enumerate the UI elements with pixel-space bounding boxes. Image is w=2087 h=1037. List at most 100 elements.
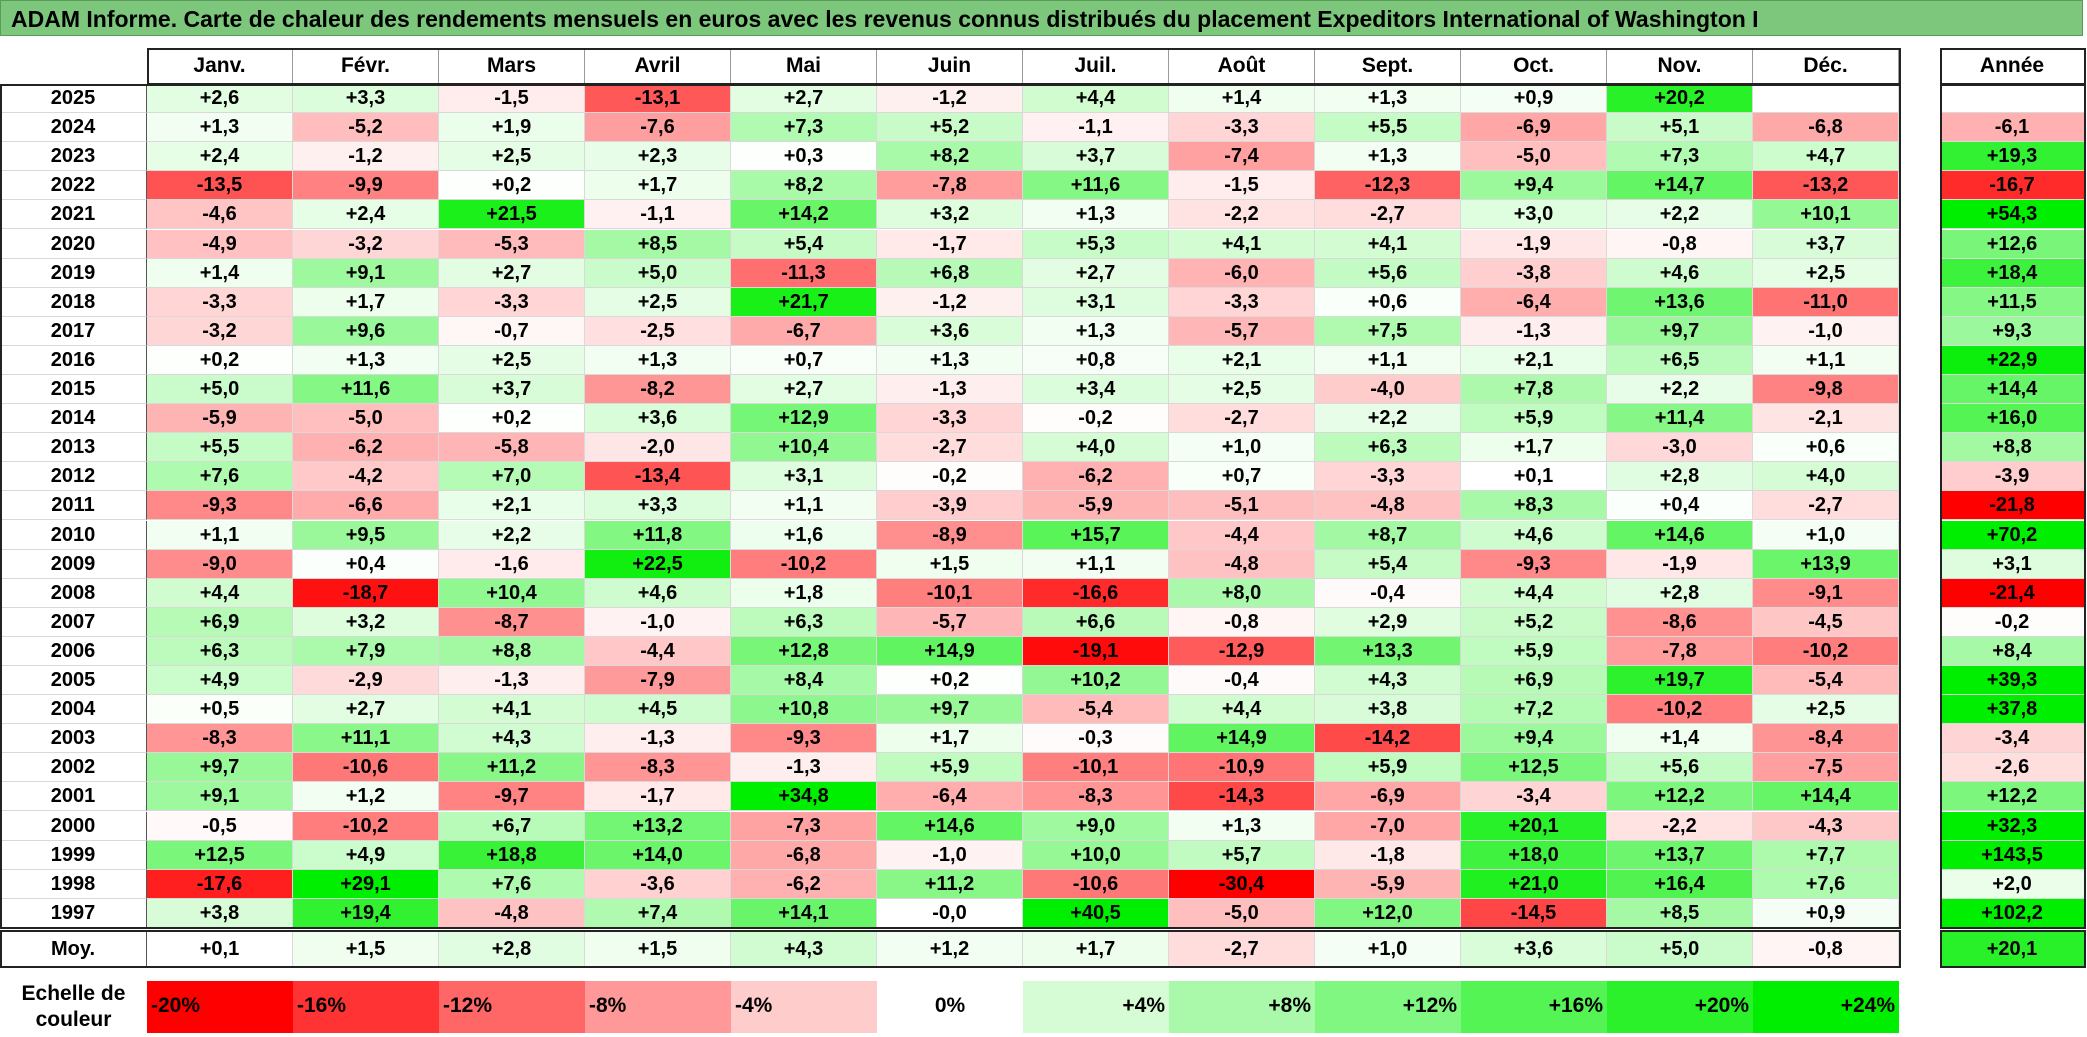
heatmap-cell: +5,1: [1607, 113, 1753, 143]
heatmap-cell: -1,3: [439, 666, 585, 696]
heatmap-cell: -7,6: [585, 113, 731, 143]
heatmap-cell: +9,6: [293, 316, 439, 346]
year-label: 2004: [0, 695, 147, 725]
heatmap-cell: +0,9: [1753, 898, 1899, 928]
heatmap-cell: +1,7: [585, 171, 731, 201]
heatmap-cell: -11,3: [731, 258, 877, 288]
heatmap-cell: -1,3: [1461, 316, 1607, 346]
year-label: 2020: [0, 229, 147, 259]
heatmap-cell: +2,1: [439, 491, 585, 521]
heatmap-cell: +3,7: [1753, 229, 1899, 259]
heatmap-cell: -4,4: [1169, 520, 1315, 550]
heatmap-cell: +2,7: [1023, 258, 1169, 288]
heatmap-cell: +4,5: [585, 695, 731, 725]
heatmap-cell: +2,1: [1169, 345, 1315, 375]
heatmap-cell: +12,5: [1461, 753, 1607, 783]
month-header: Avril: [585, 48, 731, 84]
heatmap-cell: +10,2: [1023, 666, 1169, 696]
heatmap-cell: +1,2: [293, 782, 439, 812]
heatmap-cell: -1,3: [585, 724, 731, 754]
heatmap-cell: -30,4: [1169, 869, 1315, 899]
year-label: 1997: [0, 898, 147, 928]
annual-cell: +102,2: [1940, 898, 2085, 928]
heatmap-cell: -6,7: [731, 316, 877, 346]
heatmap-cell: -7,8: [1607, 636, 1753, 666]
year-label: 2017: [0, 316, 147, 346]
heatmap-cell: -17,6: [147, 869, 293, 899]
heatmap-cell: -10,6: [293, 753, 439, 783]
heatmap-cell: +14,1: [731, 898, 877, 928]
heatmap-cell: -7,4: [1169, 142, 1315, 172]
annual-cell: +32,3: [1940, 811, 2085, 841]
heatmap-cell: +2,7: [731, 375, 877, 405]
heatmap-cell: +11,1: [293, 724, 439, 754]
heatmap-cell: -1,0: [585, 607, 731, 637]
heatmap-cell: +13,2: [585, 811, 731, 841]
month-header: Nov.: [1607, 48, 1753, 84]
annual-cell: +12,2: [1940, 782, 2085, 812]
heatmap-cell: -1,7: [585, 782, 731, 812]
month-header: Juin: [877, 48, 1023, 84]
heatmap-cell: +9,7: [1607, 316, 1753, 346]
heatmap-cell: -9,3: [731, 724, 877, 754]
heatmap-cell: +0,6: [1753, 433, 1899, 463]
heatmap-cell: -0,5: [147, 811, 293, 841]
heatmap-cell: +9,1: [147, 782, 293, 812]
heatmap-cell: +1,7: [1461, 433, 1607, 463]
heatmap-cell: +1,3: [877, 345, 1023, 375]
scale-swatch: -8%: [585, 981, 731, 1033]
heatmap-cell: +9,7: [147, 753, 293, 783]
heatmap-cell: +6,3: [1315, 433, 1461, 463]
heatmap-cell: +0,7: [1169, 462, 1315, 492]
scale-swatch: +8%: [1169, 981, 1315, 1033]
heatmap-cell: +5,5: [147, 433, 293, 463]
heatmap-cell: -3,9: [877, 491, 1023, 521]
year-label: 2009: [0, 549, 147, 579]
heatmap-cell: -8,3: [147, 724, 293, 754]
heatmap-cell: -8,9: [877, 520, 1023, 550]
heatmap-cell: +5,9: [1461, 404, 1607, 434]
heatmap-cell: +8,8: [439, 636, 585, 666]
heatmap-cell: +1,3: [293, 345, 439, 375]
heatmap-cell: -3,2: [147, 316, 293, 346]
heatmap-cell: +0,1: [1461, 462, 1607, 492]
heatmap-cell: +5,0: [147, 375, 293, 405]
heatmap-cell: -14,5: [1461, 898, 1607, 928]
heatmap-cell: -6,2: [1023, 462, 1169, 492]
heatmap-cell: +7,7: [1753, 840, 1899, 870]
heatmap-cell: +0,2: [439, 171, 585, 201]
average-cell: +0,1: [147, 930, 293, 968]
heatmap-cell: -13,2: [1753, 171, 1899, 201]
heatmap-cell: +20,1: [1461, 811, 1607, 841]
heatmap-cell: -9,1: [1753, 578, 1899, 608]
heatmap-cell: +5,4: [731, 229, 877, 259]
heatmap-cell: -1,3: [731, 753, 877, 783]
year-label: 2016: [0, 345, 147, 375]
average-cell: +3,6: [1461, 930, 1607, 968]
month-header: Juil.: [1023, 48, 1169, 84]
heatmap-cell: -13,4: [585, 462, 731, 492]
year-label: 2014: [0, 404, 147, 434]
heatmap-cell: -2,7: [1169, 404, 1315, 434]
heatmap-cell: +4,6: [1461, 520, 1607, 550]
heatmap-cell: +40,5: [1023, 898, 1169, 928]
year-label: 2025: [0, 84, 147, 114]
heatmap-cell: -4,0: [1315, 375, 1461, 405]
annual-cell: [1940, 84, 2085, 114]
heatmap-cell: +3,6: [585, 404, 731, 434]
color-scale-title: Echelle de couleur: [21, 982, 126, 1031]
heatmap-cell: +1,4: [147, 258, 293, 288]
year-label: 2002: [0, 753, 147, 783]
heatmap-cell: -5,9: [147, 404, 293, 434]
heatmap-cell: +1,1: [731, 491, 877, 521]
heatmap-cell: +6,6: [1023, 607, 1169, 637]
heatmap-cell: +12,8: [731, 636, 877, 666]
heatmap-cell: -10,9: [1169, 753, 1315, 783]
year-label: 2018: [0, 287, 147, 317]
heatmap-cell: +21,5: [439, 200, 585, 230]
scale-swatch: +20%: [1607, 981, 1753, 1033]
heatmap-cell: +5,2: [1461, 607, 1607, 637]
heatmap-cell: -9,3: [147, 491, 293, 521]
annual-cell: -3,9: [1940, 462, 2085, 492]
heatmap-cell: -3,6: [585, 869, 731, 899]
